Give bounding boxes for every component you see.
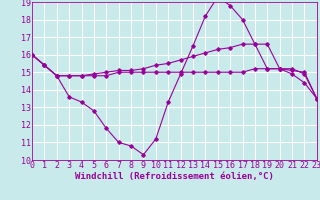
X-axis label: Windchill (Refroidissement éolien,°C): Windchill (Refroidissement éolien,°C): [75, 172, 274, 181]
